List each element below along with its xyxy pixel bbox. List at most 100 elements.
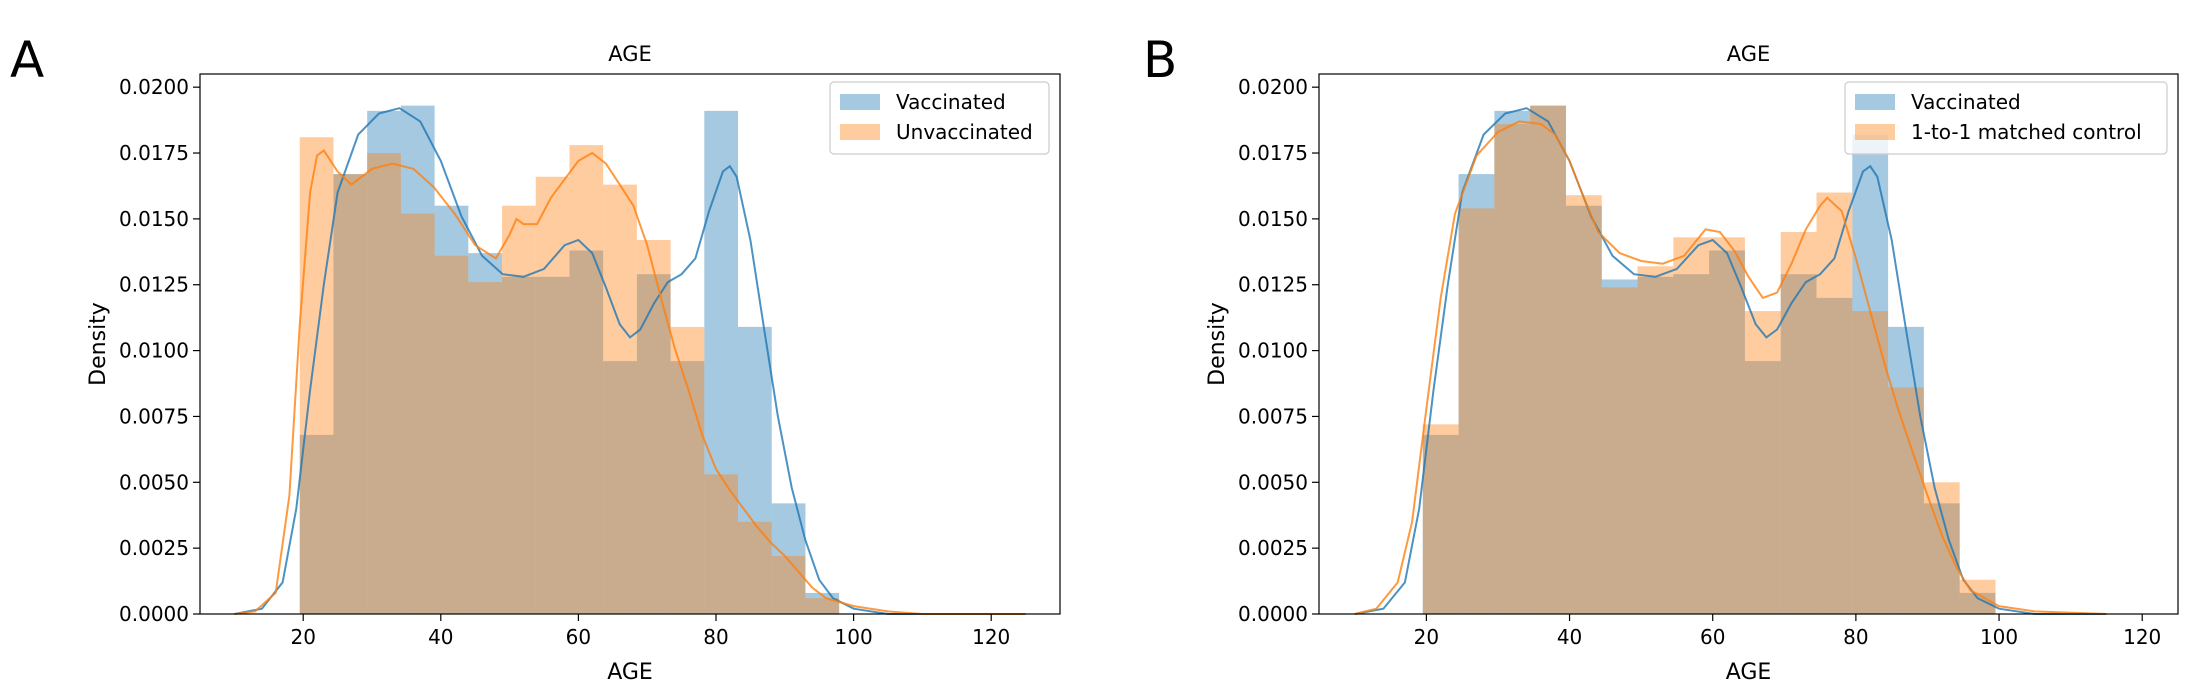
- bar-control-8: [569, 145, 604, 614]
- x-tick-label: 20: [290, 625, 315, 649]
- bar-vaccinated-1: [1458, 174, 1495, 614]
- bar-vaccinated-2: [1494, 110, 1531, 614]
- x-tick-label: 40: [1557, 625, 1582, 649]
- x-tick-label: 60: [1700, 625, 1725, 649]
- bar-vaccinated-8: [569, 250, 604, 615]
- bar-control-5: [1601, 287, 1638, 614]
- legend-swatch-vaccinated-b: [1855, 94, 1895, 110]
- histogram-bars-b: [1422, 105, 1996, 615]
- y-tick-label: 0.0000: [1238, 602, 1308, 626]
- y-tick-label: 0.0100: [119, 339, 189, 363]
- bar-vaccinated-3: [1530, 105, 1566, 615]
- bar-vaccinated-1: [333, 174, 368, 614]
- bar-vaccinated-7: [535, 276, 570, 614]
- x-tick-label: 60: [566, 625, 591, 649]
- legend-label-unvaccinated-a: Unvaccinated: [896, 120, 1033, 144]
- y-axis-label-b: Density: [1205, 302, 1230, 386]
- bar-control-12: [704, 474, 739, 614]
- bar-control-2: [1494, 124, 1531, 615]
- x-axis-label-a: AGE: [607, 660, 653, 685]
- bar-vaccinated-0: [299, 434, 334, 614]
- bar-vaccinated-0: [1422, 434, 1459, 614]
- y-tick-label: 0.0075: [1238, 404, 1308, 428]
- y-tick-label: 0.0050: [1238, 470, 1308, 494]
- x-axis-label-b: AGE: [1726, 660, 1772, 685]
- bar-control-5: [468, 282, 503, 614]
- bar-vaccinated-10: [1780, 274, 1817, 614]
- bar-vaccinated-14: [1923, 503, 1960, 614]
- x-tick-label: 120: [972, 625, 1010, 649]
- bar-vaccinated-5: [1601, 279, 1638, 614]
- bar-vaccinated-8: [1709, 250, 1745, 615]
- bar-control-11: [1816, 192, 1853, 614]
- bar-control-9: [603, 184, 637, 614]
- chart-title-b: AGE: [1727, 42, 1771, 66]
- bar-control-9: [1744, 311, 1781, 614]
- x-tick-label: 80: [1843, 625, 1868, 649]
- legend-a: Vaccinated Unvaccinated: [829, 81, 1050, 155]
- axes-frame: [1318, 73, 2179, 615]
- y-tick-label: 0.0000: [119, 602, 189, 626]
- bar-vaccinated-9: [603, 361, 637, 614]
- legend-swatch-matched-control-b: [1855, 124, 1895, 140]
- bar-control-0: [1422, 424, 1459, 614]
- legend-frame-a: [829, 81, 1050, 155]
- y-tick-label: 0.0100: [1238, 339, 1308, 363]
- y-tick-label: 0.0025: [119, 536, 189, 560]
- x-tick-label: 20: [1414, 625, 1439, 649]
- x-tick-label: 80: [703, 625, 728, 649]
- y-tick-label: 0.0200: [119, 75, 189, 99]
- bar-vaccinated-7: [1673, 274, 1710, 614]
- bar-vaccinated-9: [1744, 361, 1781, 614]
- bar-vaccinated-12: [704, 110, 739, 614]
- panel-label-b: B: [1143, 31, 1177, 89]
- bar-control-13: [1888, 387, 1924, 614]
- histogram-bars-a: [299, 105, 840, 615]
- bar-vaccinated-13: [738, 326, 772, 614]
- bar-vaccinated-4: [1565, 205, 1602, 614]
- y-tick-label: 0.0075: [119, 404, 189, 428]
- bar-vaccinated-3: [400, 105, 435, 615]
- bar-control-1: [1458, 208, 1495, 614]
- legend-b: Vaccinated 1-to-1 matched control: [1844, 81, 2168, 155]
- panel-a: A 20 40 60 80 100 120 0.0000 0.0025 0.0050 0.0075…: [10, 31, 1061, 685]
- y-axis-label-a: Density: [86, 302, 111, 386]
- kde-lines-a: [234, 107, 1026, 615]
- axes-b: 20 40 60 80 100 120 0.0000 0.0025 0.0050 0.0075 0.…: [1238, 73, 2179, 649]
- bar-control-3: [400, 213, 435, 615]
- kde-line-control: [234, 148, 1026, 615]
- kde-line-vaccinated: [234, 107, 1026, 615]
- kde-line-control: [1354, 120, 2107, 615]
- bar-vaccinated-5: [468, 253, 503, 614]
- axes-a: 20 40 60 80 100 120 0.0000 0.0025 0.0050 0.0075 0.…: [119, 73, 1061, 649]
- y-tick-label: 0.0125: [1238, 273, 1308, 297]
- bar-vaccinated-4: [434, 205, 469, 614]
- bar-control-8: [1709, 237, 1745, 614]
- legend-label-vaccinated-b: Vaccinated: [1911, 90, 2021, 114]
- bar-vaccinated-10: [636, 274, 671, 614]
- y-tick-label: 0.0175: [119, 141, 189, 165]
- bar-vaccinated-12: [1852, 134, 1889, 614]
- y-tick-label: 0.0150: [119, 207, 189, 231]
- bar-control-2: [367, 153, 401, 614]
- y-tick-label: 0.0025: [1238, 536, 1308, 560]
- bar-control-6: [502, 205, 536, 614]
- bar-control-0: [299, 137, 334, 614]
- bar-vaccinated-11: [670, 361, 705, 614]
- kde-line-vaccinated: [1354, 107, 2107, 615]
- bar-vaccinated-2: [367, 110, 401, 614]
- bar-control-6: [1637, 266, 1674, 614]
- bar-control-1: [333, 174, 368, 614]
- bar-control-12: [1852, 311, 1889, 614]
- panel-label-a: A: [10, 31, 44, 89]
- bar-control-7: [535, 176, 570, 615]
- kde-lines-b: [1354, 107, 2107, 615]
- bar-control-10: [1780, 232, 1817, 615]
- x-tick-label: 100: [835, 625, 873, 649]
- legend-frame-b: [1844, 81, 2168, 155]
- y-tick-label: 0.0150: [1238, 207, 1308, 231]
- bar-control-7: [1673, 237, 1710, 614]
- bar-control-4: [1565, 195, 1602, 615]
- y-tick-label: 0.0125: [119, 273, 189, 297]
